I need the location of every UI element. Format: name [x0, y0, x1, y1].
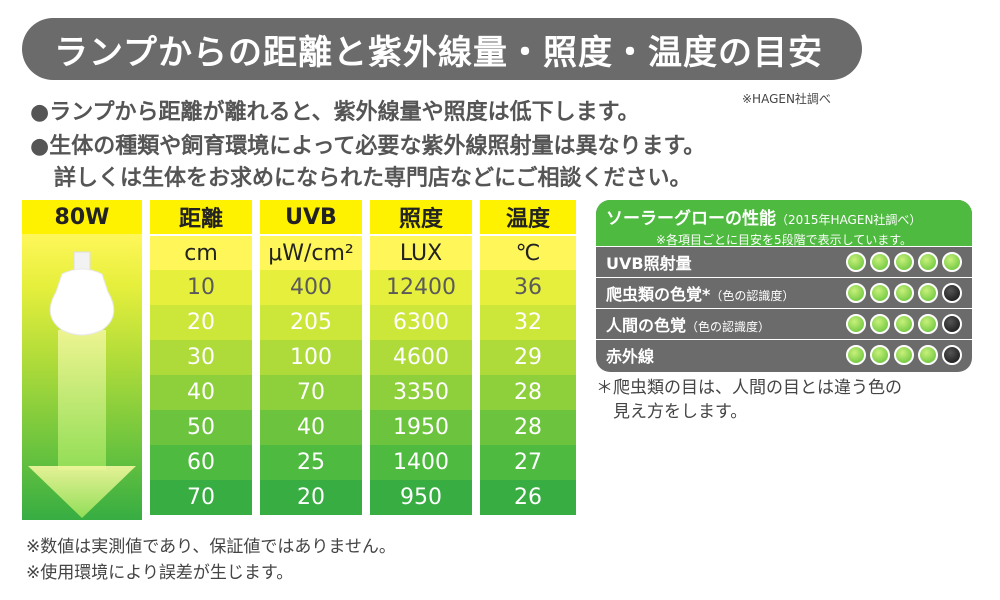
source-note: ※HAGEN社調べ [742, 92, 831, 106]
table-cell: 26 [480, 480, 576, 515]
row-label: 人間の色覚 [606, 316, 687, 335]
rating-dot-filled-icon [870, 314, 890, 334]
rating-dots [846, 345, 962, 365]
performance-row: 人間の色覚（色の認識度） [596, 308, 972, 339]
table-cell: 40 [260, 410, 362, 445]
rating-dot-empty-icon [942, 345, 962, 365]
rating-dot-filled-icon [894, 345, 914, 365]
rating-dot-filled-icon [846, 345, 866, 365]
performance-row: 赤外線 [596, 339, 972, 370]
lamp-wattage: 80W [22, 200, 142, 234]
rating-dot-filled-icon [870, 345, 890, 365]
table-cell: 28 [480, 410, 576, 445]
rating-dot-filled-icon [870, 252, 890, 272]
rating-dot-filled-icon [918, 345, 938, 365]
rating-dots [846, 283, 962, 303]
table-cell: 1400 [370, 445, 472, 480]
table-cell: 20 [150, 305, 252, 340]
rating-dot-empty-icon [942, 314, 962, 334]
row-label: 赤外線 [606, 347, 655, 366]
table-cell: 3350 [370, 375, 472, 410]
rating-dot-filled-icon [918, 252, 938, 272]
note-line: 詳しくは生体をお求めになられた専門店などにご相談ください。 [54, 166, 692, 191]
footnote: ※使用環境により誤差が生じます。 [26, 563, 294, 583]
table-cell: 6300 [370, 305, 472, 340]
footnote: ※数値は実測値であり、保証値ではありません。 [26, 537, 396, 557]
column-unit: μW/cm² [260, 234, 362, 270]
performance-panel: ソーラーグローの性能（2015年HAGEN社調べ） ※各項目ごとに目安を5段階で… [596, 200, 972, 372]
performance-header: ソーラーグローの性能（2015年HAGEN社調べ） ※各項目ごとに目安を5段階で… [596, 200, 972, 247]
rating-dot-filled-icon [870, 283, 890, 303]
table-cell: 32 [480, 305, 576, 340]
rating-dot-filled-icon [918, 283, 938, 303]
rating-dot-filled-icon [846, 252, 866, 272]
performance-source: （2015年HAGEN社調べ） [776, 213, 922, 227]
distance-column: 距離 cm 10 20 30 40 50 60 70 [150, 200, 252, 520]
rating-dots [846, 314, 962, 334]
table-cell: 70 [150, 480, 252, 515]
performance-title: ソーラーグローの性能 [606, 209, 776, 229]
table-cell: 70 [260, 375, 362, 410]
page-title: ランプからの距離と紫外線量・照度・温度の目安 [22, 18, 862, 80]
table-cell: 12400 [370, 270, 472, 305]
uvb-column: UVB μW/cm² 400 205 100 70 40 25 20 [260, 200, 362, 520]
table-cell: 60 [150, 445, 252, 480]
illuminance-column: 照度 LUX 12400 6300 4600 3350 1950 1400 95… [370, 200, 472, 520]
rating-dots [846, 252, 962, 272]
column-header: 距離 [150, 200, 252, 234]
table-cell: 40 [150, 375, 252, 410]
performance-row: UVB照射量 [596, 246, 972, 277]
performance-row: 爬虫類の色覚*（色の認識度） [596, 277, 972, 308]
rating-dot-filled-icon [894, 283, 914, 303]
row-label: UVB照射量 [606, 254, 692, 273]
table-cell: 100 [260, 340, 362, 375]
row-sublabel: （色の認識度） [686, 320, 771, 334]
column-unit: LUX [370, 234, 472, 270]
table-cell: 10 [150, 270, 252, 305]
rating-dot-filled-icon [846, 283, 866, 303]
table-cell: 20 [260, 480, 362, 515]
row-label: 爬虫類の色覚* [606, 285, 711, 304]
table-cell: 30 [150, 340, 252, 375]
row-sublabel: （色の認識度） [710, 289, 795, 303]
temperature-column: 温度 ℃ 36 32 29 28 28 27 26 [480, 200, 576, 520]
table-cell: 1950 [370, 410, 472, 445]
table-cell: 27 [480, 445, 576, 480]
column-unit: cm [150, 234, 252, 270]
lamp-column: 80W [22, 200, 142, 520]
performance-subtitle: ※各項目ごとに目安を5段階で表示しています。 [655, 233, 913, 247]
table-cell: 400 [260, 270, 362, 305]
rating-dot-filled-icon [846, 314, 866, 334]
lamp-visual [22, 234, 142, 520]
note-line: ●生体の種類や飼育環境によって必要な紫外線照射量は異なります。 [30, 134, 706, 159]
rating-dot-filled-icon [894, 314, 914, 334]
column-header: 温度 [480, 200, 576, 234]
rating-dot-empty-icon [942, 283, 962, 303]
table-cell: 205 [260, 305, 362, 340]
note-line: ●ランプから距離が離れると、紫外線量や照度は低下します。 [30, 100, 640, 125]
column-unit: ℃ [480, 234, 576, 270]
performance-note-line: 見え方をします。 [596, 402, 748, 422]
table-cell: 950 [370, 480, 472, 515]
table-cell: 4600 [370, 340, 472, 375]
table-cell: 28 [480, 375, 576, 410]
table-cell: 36 [480, 270, 576, 305]
performance-note-line: ＊爬虫類の目は、人間の目とは違う色の [596, 378, 902, 398]
rating-dot-filled-icon [918, 314, 938, 334]
table-cell: 29 [480, 340, 576, 375]
column-header: UVB [260, 200, 362, 234]
rating-dot-filled-icon [942, 252, 962, 272]
performance-note: ＊爬虫類の目は、人間の目とは違う色の 見え方をします。 [596, 376, 902, 424]
column-header: 照度 [370, 200, 472, 234]
table-cell: 25 [260, 445, 362, 480]
lamp-arrow-icon [28, 251, 136, 518]
rating-dot-filled-icon [894, 252, 914, 272]
table-cell: 50 [150, 410, 252, 445]
